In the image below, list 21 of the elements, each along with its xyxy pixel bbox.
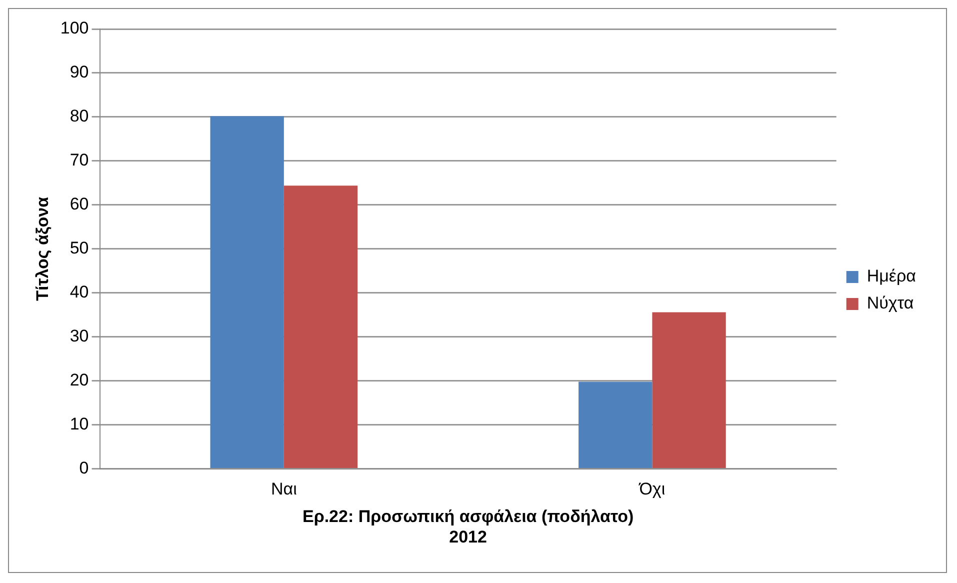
legend-label: Ημέρα: [866, 266, 916, 286]
x-tick-label: Όχι: [638, 480, 666, 499]
y-tick-label: 100: [60, 18, 89, 38]
y-tick-label: 0: [79, 458, 89, 478]
bar: [284, 186, 358, 468]
x-axis-title: Ερ.22: Προσωπική ασφάλεια (ποδήλατο) 2012: [302, 507, 634, 546]
y-tick-label: 40: [70, 282, 89, 302]
y-axis-title: Τίτλος άξονα: [32, 196, 52, 301]
y-tick-label: 20: [70, 370, 89, 390]
y-tick-label: 50: [70, 238, 89, 258]
legend-label: Νύχτα: [866, 294, 914, 313]
y-tick-label: 80: [70, 106, 89, 126]
bar: [652, 312, 726, 468]
y-tick-label: 70: [70, 150, 89, 170]
y-tick-label: 90: [70, 62, 89, 82]
y-tick-label: 60: [70, 194, 89, 214]
bar: [210, 116, 284, 468]
y-tick-label: 30: [70, 326, 89, 346]
x-tick-label: Ναι: [270, 480, 298, 499]
y-tick-label: 10: [70, 414, 89, 434]
bar: [578, 382, 652, 468]
